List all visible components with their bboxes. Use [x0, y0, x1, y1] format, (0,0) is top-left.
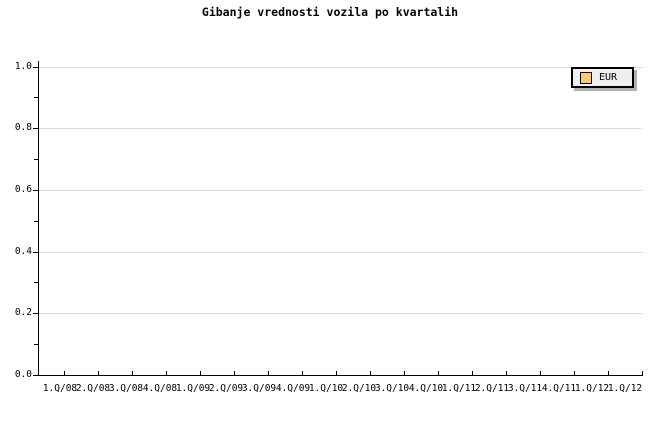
- x-tick: [98, 371, 99, 375]
- x-axis-line: [38, 375, 643, 376]
- gridline: [39, 190, 643, 191]
- y-tick-label: 0.2: [14, 307, 32, 318]
- y-tick-label: 1.0: [14, 61, 32, 72]
- x-tick-label: 3.Q/11: [507, 383, 543, 394]
- x-tick: [404, 371, 405, 375]
- gridline: [39, 67, 643, 68]
- gridline: [39, 128, 643, 129]
- x-tick-label: 1.Q/11: [441, 383, 477, 394]
- y-major-tick: [33, 128, 38, 129]
- y-tick-label: 0.0: [14, 369, 32, 380]
- y-minor-tick: [34, 221, 38, 222]
- x-tick: [608, 371, 609, 375]
- x-tick-label: 4.Q/11: [541, 383, 577, 394]
- x-tick-label: 2.Q/11: [474, 383, 510, 394]
- x-tick: [438, 371, 439, 375]
- y-major-tick: [33, 190, 38, 191]
- x-tick-label: 1.Q/12: [607, 383, 643, 394]
- x-tick-label: 1.Q/12: [574, 383, 610, 394]
- x-tick: [472, 371, 473, 375]
- y-axis-line: [38, 61, 39, 376]
- y-major-tick: [33, 252, 38, 253]
- chart-title: Gibanje vrednosti vozila po kvartalih: [201, 5, 459, 19]
- x-tick: [200, 371, 201, 375]
- gridline: [39, 252, 643, 253]
- y-major-tick: [33, 313, 38, 314]
- x-tick: [64, 371, 65, 375]
- x-tick-label: 2.Q/09: [208, 383, 244, 394]
- gridline: [39, 313, 643, 314]
- y-major-tick: [33, 67, 38, 68]
- x-tick-label: 1.Q/09: [175, 383, 211, 394]
- x-tick-label: 4.Q/10: [408, 383, 444, 394]
- x-tick-label: 2.Q/08: [75, 383, 111, 394]
- x-tick: [540, 371, 541, 375]
- x-tick: [166, 371, 167, 375]
- y-minor-tick: [34, 159, 38, 160]
- y-tick-label: 0.4: [14, 246, 32, 257]
- y-minor-tick: [34, 97, 38, 98]
- legend-swatch-eur-icon: [580, 71, 592, 84]
- x-tick: [574, 371, 575, 375]
- x-tick-label: 2.Q/10: [341, 383, 377, 394]
- x-tick: [336, 371, 337, 375]
- x-tick-label: 4.Q/09: [275, 383, 311, 394]
- y-minor-tick: [34, 282, 38, 283]
- x-tick: [370, 371, 371, 375]
- x-tick: [506, 371, 507, 375]
- x-tick: [302, 371, 303, 375]
- y-tick-label: 0.8: [14, 122, 32, 133]
- x-tick: [268, 371, 269, 375]
- x-tick-label: 4.Q/08: [142, 383, 178, 394]
- y-minor-tick: [34, 344, 38, 345]
- legend: EUR: [571, 67, 634, 88]
- x-tick-label: 3.Q/09: [241, 383, 277, 394]
- legend-series-label: EUR: [599, 72, 618, 83]
- x-tick-label: 3.Q/10: [374, 383, 410, 394]
- x-tick-label: 3.Q/08: [108, 383, 144, 394]
- y-major-tick: [33, 375, 38, 376]
- x-tick-label: 1.Q/08: [42, 383, 78, 394]
- x-tick-label: 1.Q/10: [308, 383, 344, 394]
- y-tick-label: 0.6: [14, 184, 32, 195]
- x-tick: [132, 371, 133, 375]
- x-tick: [642, 371, 643, 375]
- x-tick: [234, 371, 235, 375]
